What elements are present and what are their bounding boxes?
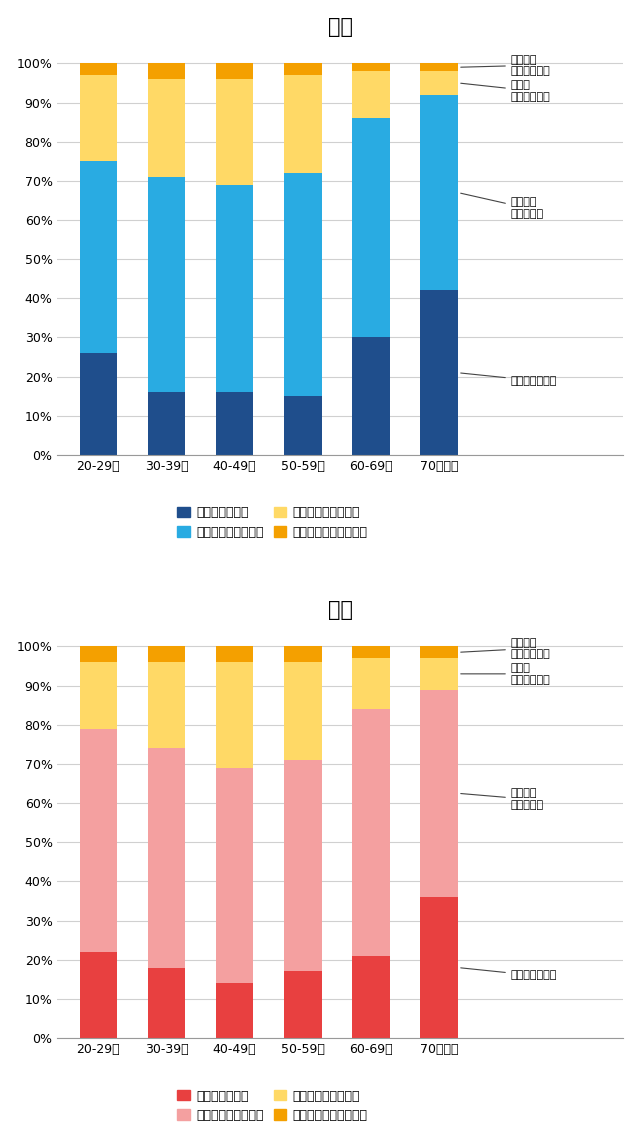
- Legend: 充分とれている, まあまあとれている, あまりとれていない, まったくとれていない: 充分とれている, まあまあとれている, あまりとれていない, まったくとれていな…: [177, 1089, 367, 1122]
- Bar: [79, 64, 117, 75]
- Title: 男性: 男性: [328, 17, 353, 36]
- Bar: [420, 689, 458, 897]
- Bar: [352, 658, 390, 709]
- Bar: [352, 956, 390, 1038]
- Bar: [420, 658, 458, 689]
- Bar: [284, 971, 322, 1038]
- Title: 女性: 女性: [328, 599, 353, 620]
- Bar: [216, 184, 253, 392]
- Bar: [284, 760, 322, 971]
- Bar: [284, 75, 322, 173]
- Bar: [216, 80, 253, 184]
- Bar: [148, 968, 185, 1038]
- Bar: [420, 72, 458, 94]
- Text: まったく
とれていない: まったく とれていない: [461, 638, 550, 659]
- Bar: [148, 64, 185, 80]
- Bar: [284, 647, 322, 662]
- Bar: [352, 72, 390, 118]
- Text: あまり
とれていない: あまり とれていない: [461, 663, 550, 684]
- Legend: 充分とれている, まあまあとれている, あまりとれていない, まったくとれていない: 充分とれている, まあまあとれている, あまりとれていない, まったくとれていな…: [177, 506, 367, 539]
- Bar: [79, 354, 117, 455]
- Bar: [79, 647, 117, 662]
- Text: あまり
とれていない: あまり とれていない: [461, 80, 550, 101]
- Bar: [420, 647, 458, 658]
- Text: 充分とれている: 充分とれている: [461, 968, 557, 980]
- Bar: [148, 177, 185, 392]
- Bar: [284, 64, 322, 75]
- Bar: [284, 396, 322, 455]
- Bar: [148, 647, 185, 662]
- Bar: [79, 161, 117, 354]
- Bar: [148, 662, 185, 748]
- Bar: [148, 80, 185, 177]
- Bar: [420, 94, 458, 290]
- Bar: [216, 767, 253, 984]
- Bar: [352, 118, 390, 338]
- Bar: [352, 647, 390, 658]
- Bar: [216, 662, 253, 767]
- Bar: [352, 64, 390, 72]
- Bar: [79, 729, 117, 952]
- Bar: [79, 952, 117, 1038]
- Bar: [216, 392, 253, 455]
- Bar: [79, 75, 117, 161]
- Bar: [79, 662, 117, 729]
- Bar: [148, 748, 185, 968]
- Text: まあまあ
とれている: まあまあ とれている: [461, 788, 544, 810]
- Bar: [352, 338, 390, 455]
- Bar: [216, 984, 253, 1038]
- Text: まったく
とれていない: まったく とれていない: [461, 55, 550, 76]
- Bar: [420, 64, 458, 72]
- Bar: [148, 392, 185, 455]
- Text: まあまあ
とれている: まあまあ とれている: [461, 193, 544, 219]
- Bar: [352, 709, 390, 956]
- Bar: [284, 173, 322, 396]
- Bar: [216, 64, 253, 80]
- Bar: [420, 897, 458, 1038]
- Bar: [420, 290, 458, 455]
- Text: 充分とれている: 充分とれている: [461, 373, 557, 385]
- Bar: [216, 647, 253, 662]
- Bar: [284, 662, 322, 760]
